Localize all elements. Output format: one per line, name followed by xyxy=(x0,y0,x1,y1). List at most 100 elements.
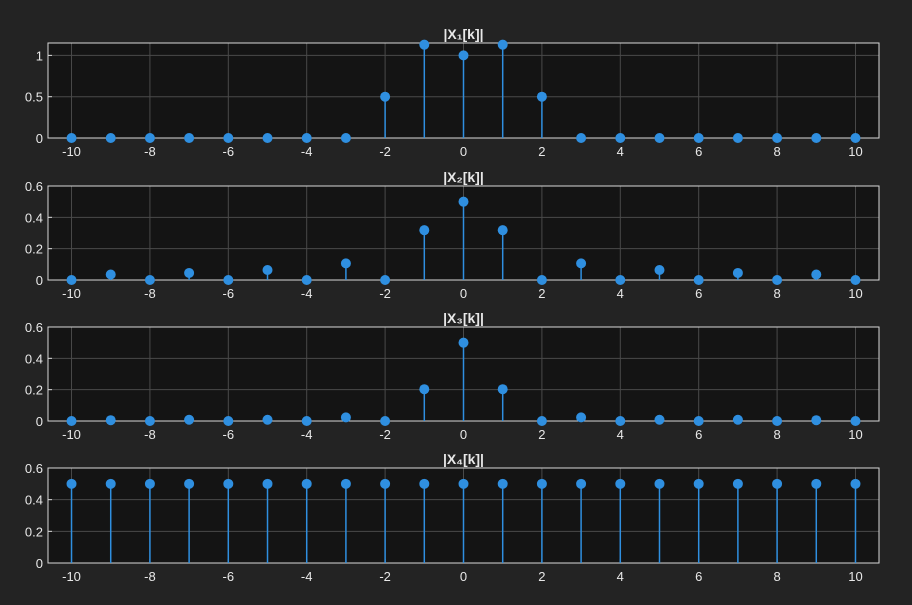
subplot-x2-stem-marker xyxy=(811,269,822,280)
subplot-x4-xtick-label: -8 xyxy=(144,569,156,584)
subplot-x2-stem-marker xyxy=(458,196,469,207)
subplot-x1-stem-marker xyxy=(654,133,665,143)
subplot-x1-xtick-label: -4 xyxy=(301,144,313,159)
subplot-x2-stem-marker xyxy=(497,225,508,236)
subplot-x3-ytick-label: 0.6 xyxy=(25,320,43,335)
subplot-x2-stem-marker xyxy=(536,275,547,285)
subplot-x1-stem-marker xyxy=(497,39,508,50)
subplot-x2-stem-marker xyxy=(184,267,195,278)
subplot-x1-stem-marker xyxy=(811,133,822,143)
subplot-x3-stem-marker xyxy=(301,416,312,426)
subplot-x4-xtick-label: 4 xyxy=(617,569,624,584)
subplot-x2-stem-marker xyxy=(772,275,783,285)
subplot-x4-stem-marker xyxy=(419,478,430,489)
subplot-x2-xtick-label: 8 xyxy=(773,286,780,301)
subplot-x2-stem-marker xyxy=(105,269,116,280)
subplot-x4-stem-marker xyxy=(772,478,783,489)
subplot-x3-stem-marker xyxy=(615,416,626,426)
subplot-x3-xtick-label: -2 xyxy=(379,427,391,442)
subplot-x4-xtick-label: 8 xyxy=(773,569,780,584)
subplot-x1-stem-marker xyxy=(144,133,155,143)
subplot-x2-stem-marker xyxy=(850,275,861,285)
subplot-x2-xtick-label: 0 xyxy=(460,286,467,301)
subplot-x4-stem-marker xyxy=(615,478,626,489)
subplot-x4-stem-marker xyxy=(262,478,273,489)
subplot-x3-stem-marker xyxy=(144,416,155,426)
subplot-x4-stem-marker xyxy=(144,478,155,489)
subplot-x3-stem-marker xyxy=(458,337,469,348)
subplot-x2-ytick-label: 0.2 xyxy=(25,242,43,257)
subplot-x3-stem-marker xyxy=(184,414,195,425)
subplot-x4-xtick-label: 6 xyxy=(695,569,702,584)
subplot-x1-stem-marker xyxy=(576,133,587,143)
subplot-x1-xtick-label: 0 xyxy=(460,144,467,159)
subplot-x3-xtick-label: 6 xyxy=(695,427,702,442)
subplot-x3-stem-marker xyxy=(262,414,273,425)
subplot-x2-stem-marker xyxy=(654,264,665,275)
subplot-x4-stem-marker xyxy=(732,478,743,489)
subplot-x1-xtick-label: -6 xyxy=(223,144,235,159)
subplot-x1-ytick-label: 0.5 xyxy=(25,90,43,105)
subplot-x2-xtick-label: 6 xyxy=(695,286,702,301)
subplot-x3-stem-marker xyxy=(850,416,861,426)
subplot-x4-stem-marker xyxy=(497,478,508,489)
subplot-x4-stem-marker xyxy=(340,478,351,489)
subplot-x3-xtick-label: -4 xyxy=(301,427,313,442)
subplot-x3-stem-marker xyxy=(419,384,430,395)
subplot-x2-ytick-label: 0.4 xyxy=(25,210,43,225)
subplot-x1-stem-marker xyxy=(184,133,195,143)
subplot-x4-xtick-label: 2 xyxy=(538,569,545,584)
subplot-x3-stem-marker xyxy=(576,412,587,423)
subplot-x4-ytick-label: 0 xyxy=(36,556,43,571)
subplot-x2-ytick-label: 0.6 xyxy=(25,179,43,194)
subplot-x1-stem-marker xyxy=(380,91,391,102)
subplot-x3-stem-marker xyxy=(223,416,234,426)
subplot-x1-stem-marker xyxy=(772,133,783,143)
subplot-x1-xtick-label: -8 xyxy=(144,144,156,159)
subplot-x4-stem-marker xyxy=(105,478,116,489)
subplot-x1-stem-marker xyxy=(66,133,77,143)
subplot-x4-xtick-label: -2 xyxy=(379,569,391,584)
subplot-x3-xtick-label: -8 xyxy=(144,427,156,442)
subplot-x2-stem-marker xyxy=(66,275,77,285)
subplot-x4-stem-marker xyxy=(380,478,391,489)
subplot-x1-stem-marker xyxy=(615,133,626,143)
subplot-x3-stem-marker xyxy=(380,416,391,426)
subplot-x1-stem-marker xyxy=(458,50,469,61)
subplot-x2-xtick-label: -10 xyxy=(62,286,81,301)
subplot-x4-stem-marker xyxy=(576,478,587,489)
subplot-x2-stem-marker xyxy=(732,267,743,278)
subplot-x2-stem-marker xyxy=(693,275,704,285)
subplot-x2-xtick-label: 4 xyxy=(617,286,624,301)
subplot-x4-stem-marker xyxy=(458,478,469,489)
subplot-x4-stem-marker xyxy=(301,478,312,489)
subplot-x1-xtick-label: 10 xyxy=(848,144,862,159)
subplot-x2: -10 -8 -6 -4 -2 0 2 4 6 8 10 0 0.2 0.4 0.6 |X₂[k]| xyxy=(25,169,880,301)
subplot-x1-ytick-label: 1 xyxy=(36,48,43,63)
subplot-x4-ytick-label: 0.4 xyxy=(25,493,43,508)
subplot-x3-stem-marker xyxy=(732,414,743,425)
subplot-x3-xtick-label: -6 xyxy=(223,427,235,442)
subplot-x1-stem-marker xyxy=(732,133,743,143)
subplot-x3-xtick-label: 0 xyxy=(460,427,467,442)
subplot-x4-stem-marker xyxy=(223,478,234,489)
subplot-x4-stem-marker xyxy=(811,478,822,489)
subplot-x3-xtick-label: 4 xyxy=(617,427,624,442)
subplot-x3-stem-marker xyxy=(340,412,351,423)
subplot-x3-xtick-label: 10 xyxy=(848,427,862,442)
subplot-x3-ytick-label: 0 xyxy=(36,414,43,429)
subplot-x4-xtick-label: 0 xyxy=(460,569,467,584)
subplot-x2-stem-marker xyxy=(223,275,234,285)
subplot-x4-stem-marker xyxy=(693,478,704,489)
subplot-x4-ytick-label: 0.6 xyxy=(25,461,43,476)
subplot-x4-stem-marker xyxy=(654,478,665,489)
subplot-x1-stem-marker xyxy=(340,133,351,143)
subplot-x3: -10 -8 -6 -4 -2 0 2 4 6 8 10 0 0.2 0.4 0.6 |X₃[k]| xyxy=(25,310,880,442)
subplot-x3-stem-marker xyxy=(772,416,783,426)
subplot-x4-xtick-label: -4 xyxy=(301,569,313,584)
subplot-x4-stem-marker xyxy=(66,478,77,489)
subplot-x3-stem-marker xyxy=(654,414,665,425)
subplot-x3-ytick-label: 0.2 xyxy=(25,383,43,398)
subplot-x2-xtick-label: -4 xyxy=(301,286,313,301)
